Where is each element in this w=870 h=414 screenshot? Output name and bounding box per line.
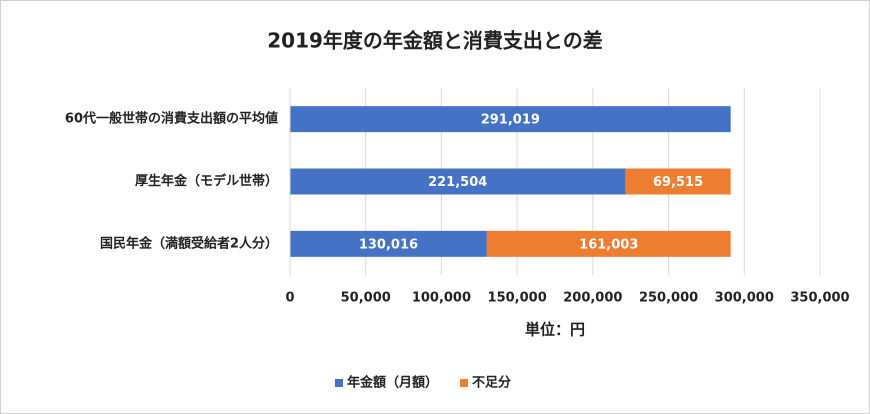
x-tick-label: 200,000: [563, 291, 622, 306]
legend-label: 不足分: [472, 375, 511, 391]
x-tick-label: 300,000: [715, 291, 774, 306]
data-label: 161,003: [579, 237, 638, 252]
bar-segment: [290, 106, 731, 133]
legend-label: 年金額（月額）: [347, 375, 438, 391]
bar-segment: [486, 230, 731, 257]
y-tick-label: 厚生年金（モデル世帯）: [135, 173, 278, 189]
y-tick-label: 60代一般世帯の消費支出額の平均値: [65, 111, 278, 127]
data-label: 221,504: [428, 175, 487, 190]
x-axis-label: 単位：円: [525, 321, 585, 339]
data-label: 130,016: [359, 237, 418, 252]
data-label: 69,515: [653, 175, 703, 190]
chart-title: 2019年度の年金額と消費支出との差: [267, 29, 602, 53]
bar-segment: [290, 230, 487, 257]
x-tick-label: 250,000: [639, 291, 698, 306]
x-tick-label: 50,000: [341, 291, 391, 306]
x-tick-label: 350,000: [790, 291, 849, 306]
legend-swatch: [335, 379, 343, 387]
bar-segment: [625, 168, 731, 195]
x-tick-label: 150,000: [488, 291, 547, 306]
x-tick-label: 0: [285, 291, 294, 306]
data-label: 291,019: [481, 113, 540, 128]
x-tick-label: 100,000: [412, 291, 471, 306]
legend-swatch: [460, 379, 469, 387]
y-tick-label: 国民年金（満額受給者2人分）: [100, 235, 278, 251]
bar-segment: [290, 168, 626, 195]
